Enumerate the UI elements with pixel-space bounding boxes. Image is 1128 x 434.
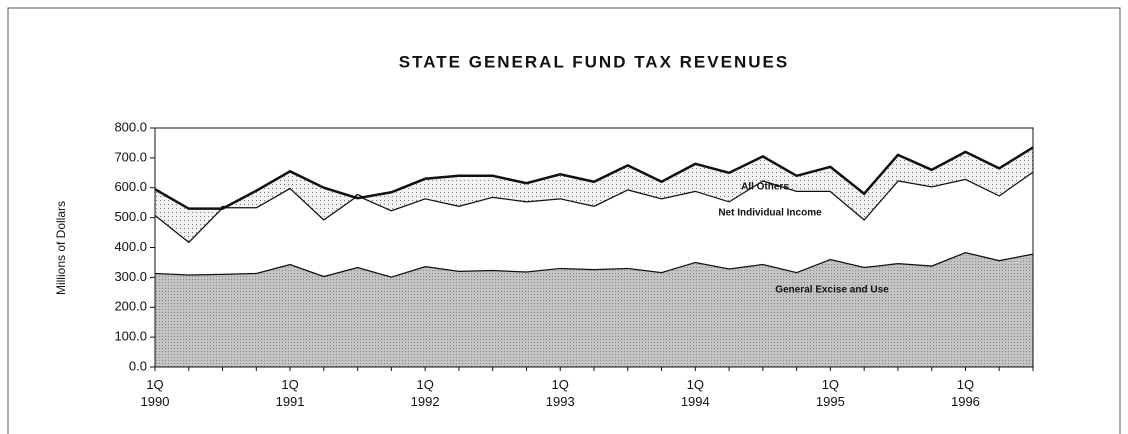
x-tick-label: 1Q 1995	[815, 377, 845, 409]
y-tick-label: 0.0	[129, 358, 147, 373]
y-tick-label: 500.0	[114, 209, 147, 224]
x-tick-label: 1Q 1996	[950, 377, 980, 409]
series-label: General Excise and Use	[775, 285, 889, 296]
x-tick-label: 1Q 1992	[410, 377, 440, 409]
x-tick-label: 1Q 1994	[680, 377, 710, 409]
area-line	[154, 146, 1034, 210]
series-label: Net Individual Income	[718, 208, 822, 219]
area-fill	[155, 251, 1033, 367]
y-tick-label: 300.0	[114, 269, 147, 284]
x-tick-label: 1Q 1991	[275, 377, 305, 409]
y-tick-label: 200.0	[114, 299, 147, 314]
frame	[7, 7, 1121, 434]
y-tick-label: 100.0	[114, 329, 147, 344]
x-tick-label: 1Q 1993	[545, 377, 575, 409]
x-tick-label: 1Q 1990	[140, 377, 170, 409]
chart-title: STATE GENERAL FUND TAX REVENUES	[399, 52, 789, 71]
y-tick-label: 600.0	[114, 179, 147, 194]
series-label: All Others	[741, 182, 789, 193]
y-tick-label: 700.0	[114, 149, 147, 164]
y-axis-label: Millions of Dollars	[54, 201, 68, 295]
area-fill	[155, 147, 1033, 242]
y-tick-label: 800.0	[114, 119, 147, 134]
y-tick-label: 400.0	[114, 239, 147, 254]
area-fill	[155, 171, 1033, 277]
